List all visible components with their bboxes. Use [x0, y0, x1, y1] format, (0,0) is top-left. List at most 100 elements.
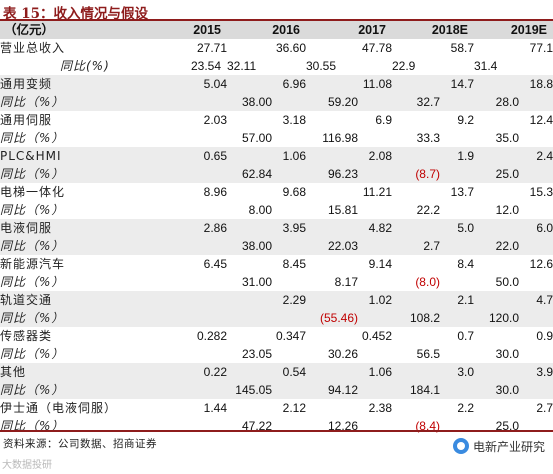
table-cell: 2.7: [536, 401, 553, 415]
row-label: 新能源汽车: [0, 257, 66, 271]
table-cell: 0.452: [361, 329, 392, 343]
table-cell: 62.84: [227, 165, 306, 183]
header-row: （亿元） 2015 2016 2017 2018E 2019E: [0, 21, 553, 39]
row-label: 通用变频: [0, 75, 150, 93]
table-cell: 108.2: [392, 309, 474, 327]
table-cell: 35.0: [495, 131, 519, 145]
table-row: 同比（%） 8.00 15.81 22.2 12.0: [0, 201, 553, 219]
table-cell: 31.00: [241, 275, 272, 289]
row-label: 电梯一体化: [0, 185, 66, 199]
table-cell: 2.7: [392, 237, 474, 255]
row-label: 同比（%）: [0, 165, 150, 183]
table-row: 同比（%） 57.00 116.98 33.3 35.0: [0, 129, 553, 147]
table-cell: 9.2: [457, 113, 474, 127]
row-label: 伊士通（电液伺服）: [0, 401, 118, 415]
table-row: 同比（%） 145.05 94.12 184.1 30.0: [0, 381, 553, 399]
table-cell: 11.08: [306, 75, 392, 93]
table-cell: 31.4: [474, 59, 498, 73]
table-row: 同比（%） 31.00 8.17 (8.0) 50.0: [0, 273, 553, 291]
table-row: 通用变频 5.04 6.96 11.08 14.7 18.8: [0, 75, 553, 93]
table-cell: 22.2: [416, 203, 440, 217]
row-label: 传感器类: [0, 329, 53, 343]
table-cell: 25.0: [474, 165, 553, 183]
table-cell: 94.12: [306, 381, 392, 399]
table-cell: [150, 237, 227, 255]
row-label: 其他: [0, 363, 150, 381]
table-row: 同比（%） 62.84 96.23 (8.7) 25.0: [0, 165, 553, 183]
table-cell: 1.02: [306, 291, 392, 309]
table-cell: 120.0: [474, 309, 553, 327]
revenue-table: （亿元） 2015 2016 2017 2018E 2019E 营业总收入 27.…: [0, 21, 553, 435]
table-cell: 8.00: [248, 203, 272, 217]
table-cell: 2.2: [457, 401, 474, 415]
table-title: 表 15：收入情况与假设: [3, 6, 148, 22]
row-label: 同比（%）: [0, 275, 65, 289]
table-cell: [150, 381, 227, 399]
source-note: 资料来源：公司数据、招商证券: [3, 438, 157, 450]
table-cell: 184.1: [392, 381, 474, 399]
table-cell: 11.21: [362, 185, 392, 199]
table-cell: [150, 93, 227, 111]
table-cell: 6.45: [203, 257, 227, 271]
table-cell: 23.54: [190, 59, 221, 73]
header-year: 2017: [306, 21, 392, 39]
top-rule: [0, 19, 553, 21]
table-cell: 27.71: [196, 41, 227, 55]
table-cell: 6.96: [227, 75, 306, 93]
table-cell: 28.0: [474, 93, 553, 111]
table-cell: 1.9: [392, 147, 474, 165]
table-cell: [227, 309, 306, 327]
row-label: 同比（%）: [0, 347, 65, 361]
table-cell: 14.7: [392, 75, 474, 93]
table-cell: (8.4): [415, 419, 440, 433]
table-cell: 5.0: [392, 219, 474, 237]
watermark-left: 大数据投研: [2, 460, 52, 471]
table-cell: 38.00: [227, 93, 306, 111]
table-cell: 2.1: [392, 291, 474, 309]
table-cell: 3.0: [392, 363, 474, 381]
table-cell: [150, 129, 227, 147]
table-cell: 2.12: [282, 401, 306, 415]
wechat-logo-icon: [452, 438, 469, 454]
table-cell: 0.7: [457, 329, 474, 343]
table-cell: 0.282: [196, 329, 227, 343]
table-cell: 15.3: [529, 185, 553, 199]
table-cell: (55.46): [306, 309, 392, 327]
table-cell: 47.78: [361, 41, 392, 55]
table-row: 营业总收入 27.71 36.60 47.78 58.7 77.1: [0, 39, 553, 57]
table-cell: 4.7: [474, 291, 553, 309]
table-cell: 22.0: [474, 237, 553, 255]
table-row: 同比（%） (55.46) 108.2 120.0: [0, 309, 553, 327]
row-label: 同比（%）: [0, 131, 65, 145]
table-cell: 57.00: [241, 131, 272, 145]
table-cell: 145.05: [227, 381, 306, 399]
watermark-right: 电新产业研究: [452, 436, 545, 456]
table-cell: 3.18: [282, 113, 306, 127]
table-cell: 30.0: [474, 381, 553, 399]
header-year: 2016: [227, 21, 306, 39]
table-cell: 2.4: [474, 147, 553, 165]
table-cell: 36.60: [275, 41, 306, 55]
table-cell: 58.7: [450, 41, 474, 55]
row-label: 同比（%）: [0, 237, 150, 255]
table-cell: 2.38: [368, 401, 392, 415]
table-cell: 22.03: [306, 237, 392, 255]
table-cell: 0.347: [275, 329, 306, 343]
table-cell: 96.23: [306, 165, 392, 183]
table-cell: 32.11: [227, 59, 257, 73]
table-cell: 8.96: [203, 185, 227, 199]
table-cell: 12.6: [529, 257, 553, 271]
table-cell: [150, 417, 227, 435]
table-cell: 116.98: [322, 131, 358, 145]
table-cell: 5.04: [150, 75, 227, 93]
row-label: 营业总收入: [0, 41, 66, 55]
table-cell: 6.9: [375, 113, 392, 127]
row-label: 同比（%）: [0, 381, 150, 399]
table-cell: 9.14: [368, 257, 392, 271]
table-row: 电液伺服 2.86 3.95 4.82 5.0 6.0: [0, 219, 553, 237]
row-label: 同比（%）: [0, 93, 150, 111]
table-cell: 3.95: [227, 219, 306, 237]
table-cell: [150, 165, 227, 183]
table-cell: 1.44: [203, 401, 227, 415]
row-label: 同比（%）: [0, 419, 65, 433]
